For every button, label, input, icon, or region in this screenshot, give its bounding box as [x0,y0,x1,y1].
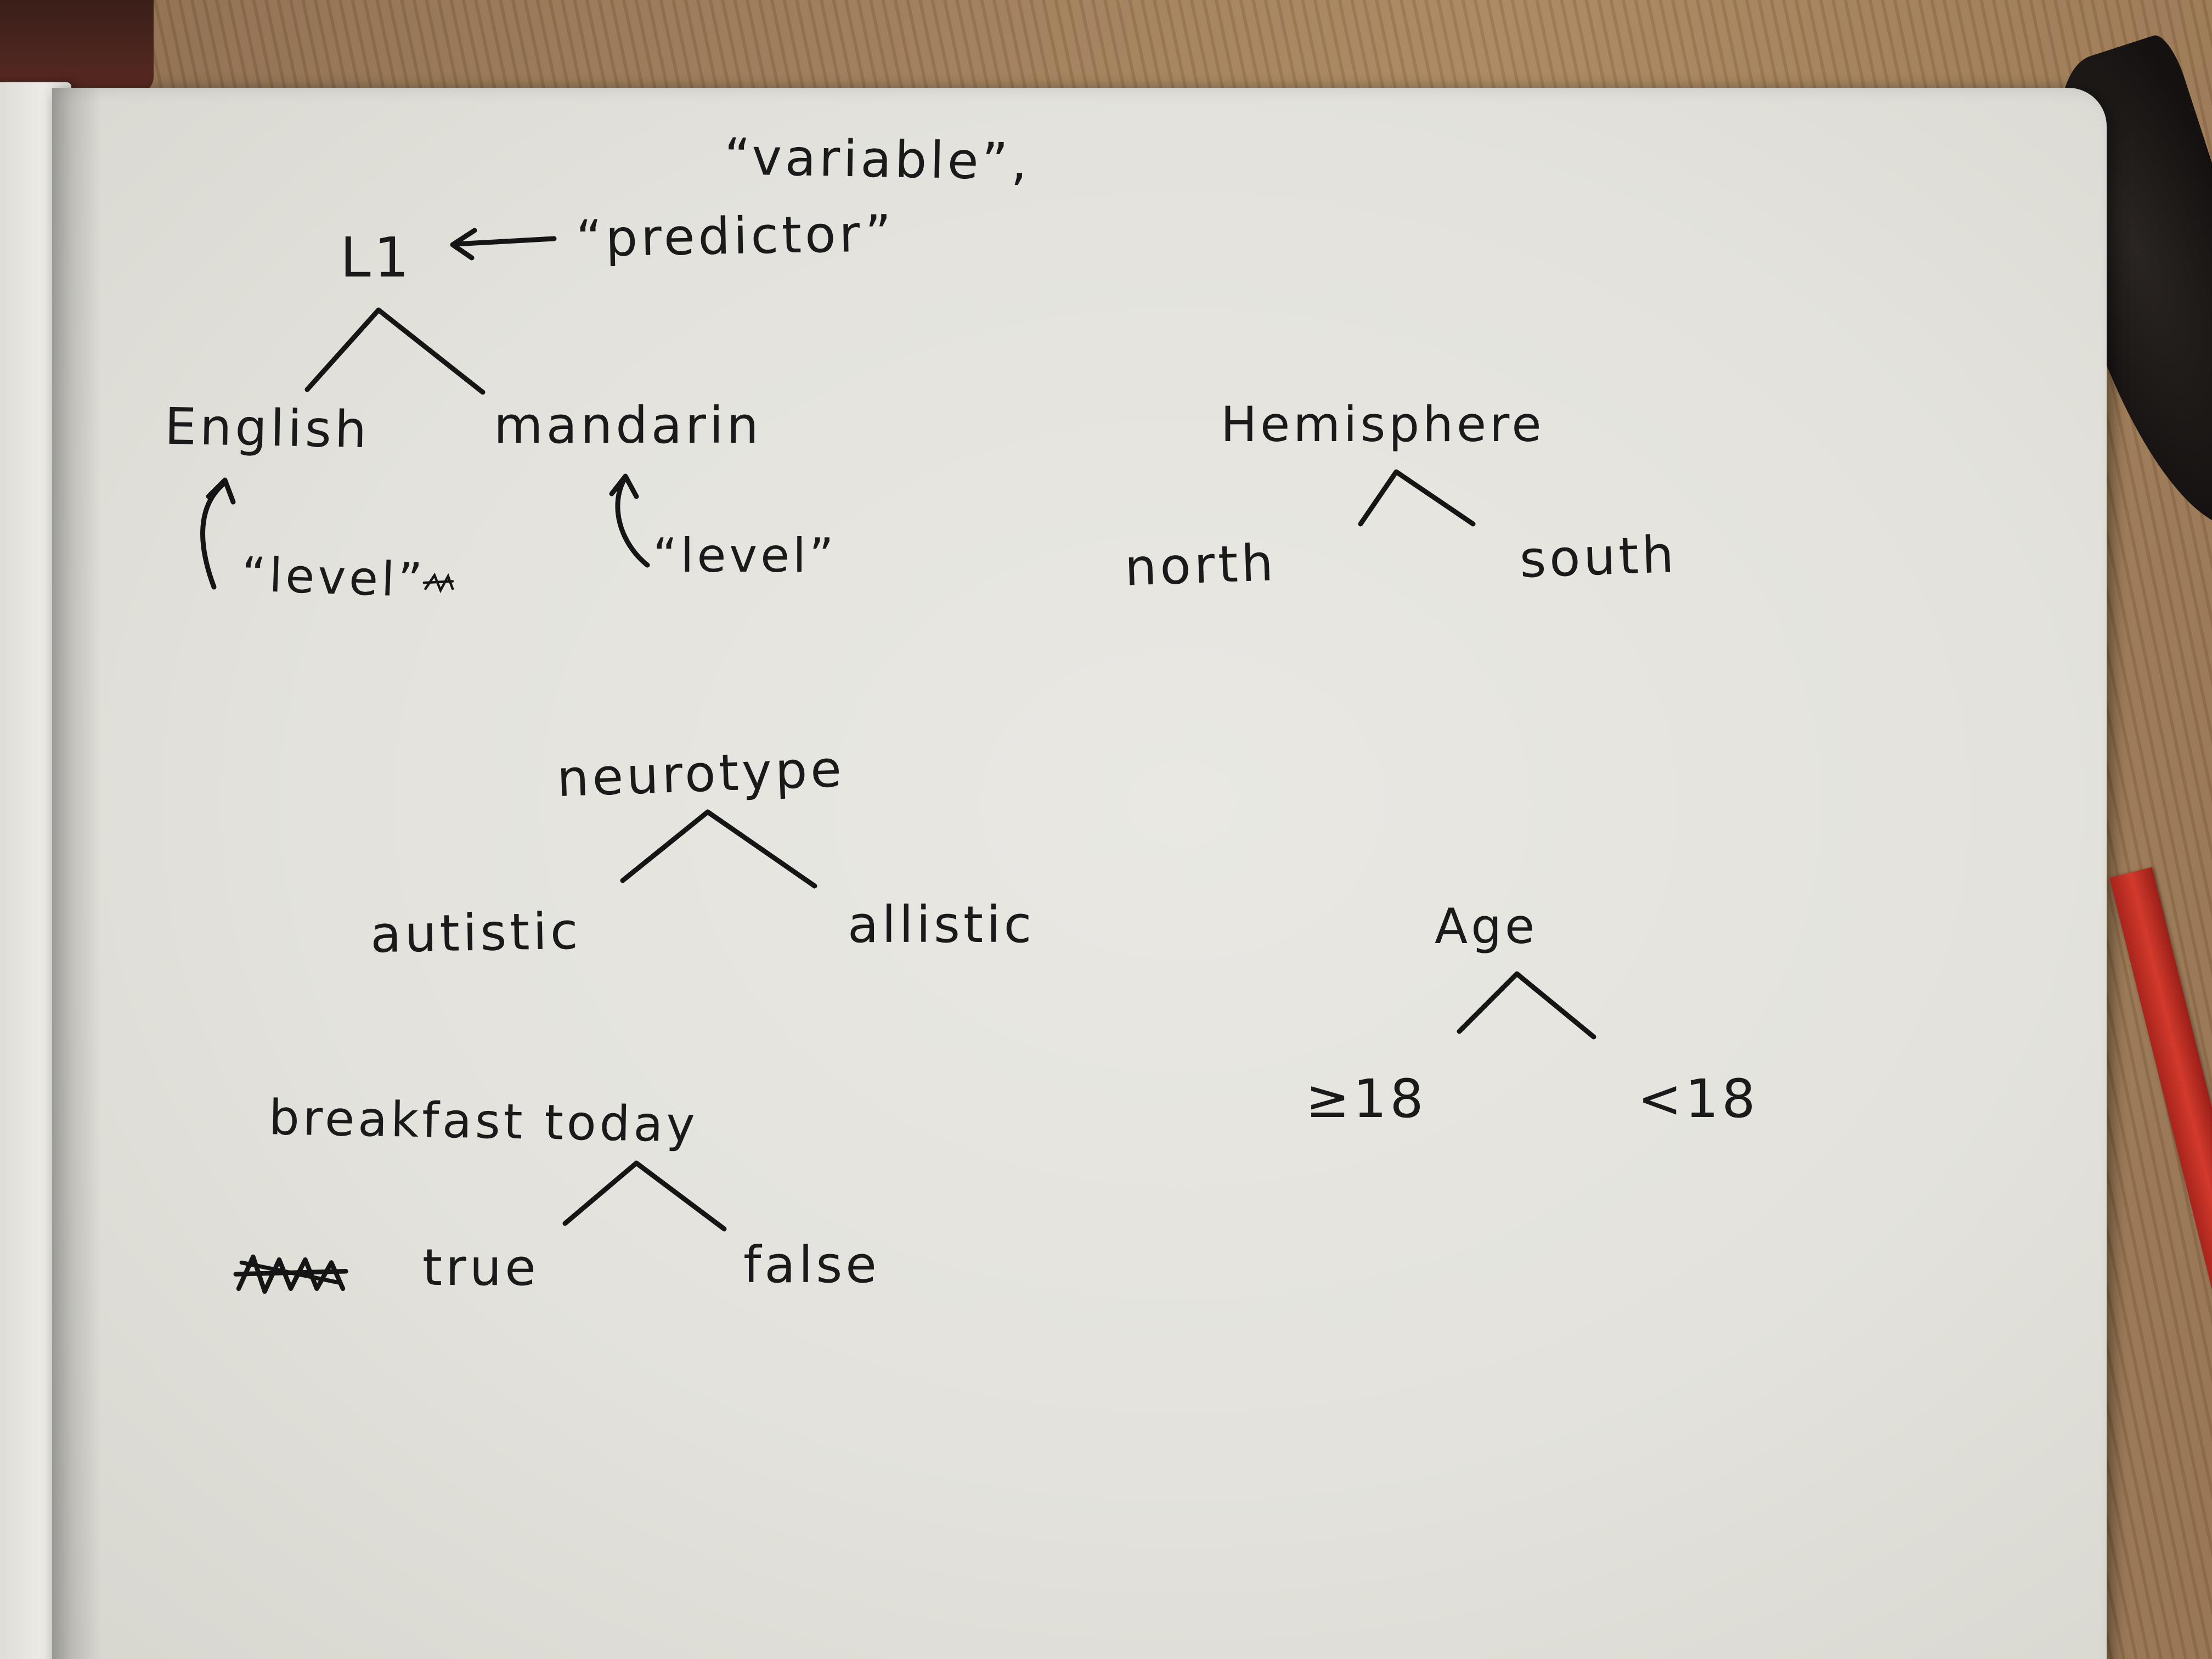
allistic-label: allistic [848,895,1035,954]
notebook-page [52,88,2107,1659]
elastic-band [2109,867,2212,1659]
breakfast-label: breakfast today [268,1089,699,1153]
neurotype-label: neurotype [556,739,846,809]
age-minor-label: <18 [1638,1068,1759,1130]
level-label-english: “level” [240,547,427,608]
age-adult-label: ≥18 [1306,1068,1427,1130]
notebook-spine [0,0,154,93]
variable-label: “variable”, [724,127,1031,191]
mandarin-label: mandarin [494,396,762,455]
true-label: true [422,1238,539,1297]
predictor-label: “predictor” [575,204,895,269]
l1-label: L1 [340,225,413,290]
north-label: north [1124,533,1278,597]
crossed-out-scribble [233,1254,348,1294]
scribble-mark-level [422,572,454,594]
english-label: English [164,397,371,460]
hemisphere-label: Hemisphere [1221,396,1545,453]
age-label: Age [1435,898,1538,955]
autistic-label: autistic [370,901,582,964]
south-label: south [1519,525,1678,589]
level-label-mandarin: “level” [653,528,837,583]
false-label: false [743,1235,880,1294]
